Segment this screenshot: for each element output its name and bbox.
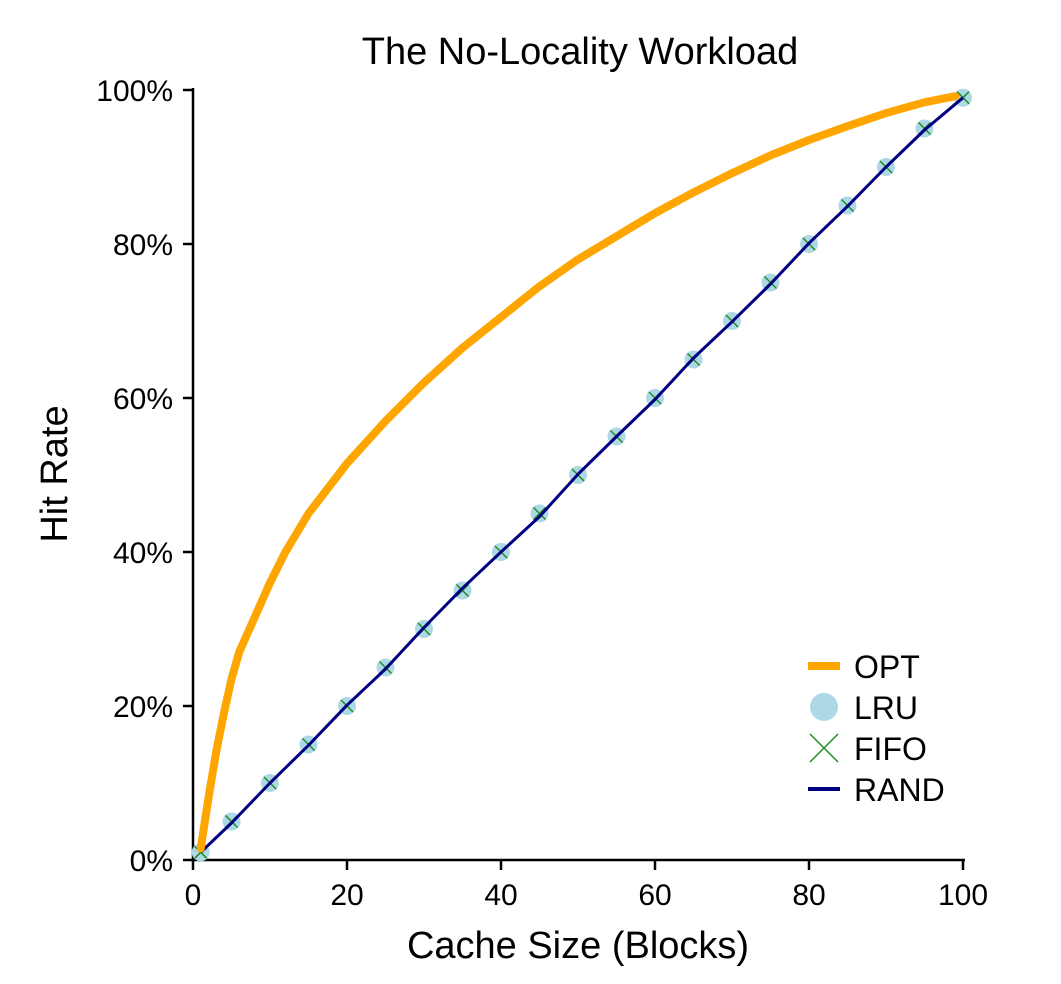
series-rand-line	[199, 96, 964, 854]
y-tick-label: 60%	[113, 383, 173, 416]
legend-item-fifo: FIFO	[809, 731, 927, 767]
legend-label: LRU	[854, 690, 918, 726]
x-axis-label: Cache Size (Blocks)	[407, 925, 749, 967]
legend-label: RAND	[854, 772, 945, 808]
x-tick-label: 20	[330, 879, 363, 912]
legend-label: FIFO	[854, 731, 927, 767]
series-opt-line	[196, 92, 960, 853]
legend-item-opt: OPT	[808, 649, 920, 685]
y-axis-label: Hit Rate	[34, 405, 76, 542]
y-tick-label: 0%	[130, 845, 173, 878]
plot-area	[191, 88, 972, 862]
legend: OPT LRU FIFO RAND	[808, 649, 945, 808]
x-tick-label: 100	[938, 879, 988, 912]
x-tick-label: 60	[638, 879, 671, 912]
legend-label: OPT	[854, 649, 920, 685]
fifo-point	[532, 506, 547, 521]
legend-item-rand: RAND	[808, 772, 945, 808]
y-tick-label: 100%	[96, 75, 173, 108]
x-tick-label: 40	[484, 879, 517, 912]
y-tick-label: 40%	[113, 537, 173, 570]
legend-swatch	[809, 733, 839, 763]
axes	[191, 88, 965, 862]
y-tick-label: 20%	[113, 691, 173, 724]
fifo-point	[455, 583, 470, 598]
chart-title: The No-Locality Workload	[362, 31, 798, 73]
ticks: 0 20 40 60 80 100 0% 20% 40% 60% 80% 100%	[96, 75, 988, 912]
legend-item-lru: LRU	[810, 690, 918, 726]
x-tick-label: 0	[185, 879, 202, 912]
y-tick-label: 80%	[113, 229, 173, 262]
x-tick-label: 80	[792, 879, 825, 912]
legend-swatch	[810, 693, 838, 721]
